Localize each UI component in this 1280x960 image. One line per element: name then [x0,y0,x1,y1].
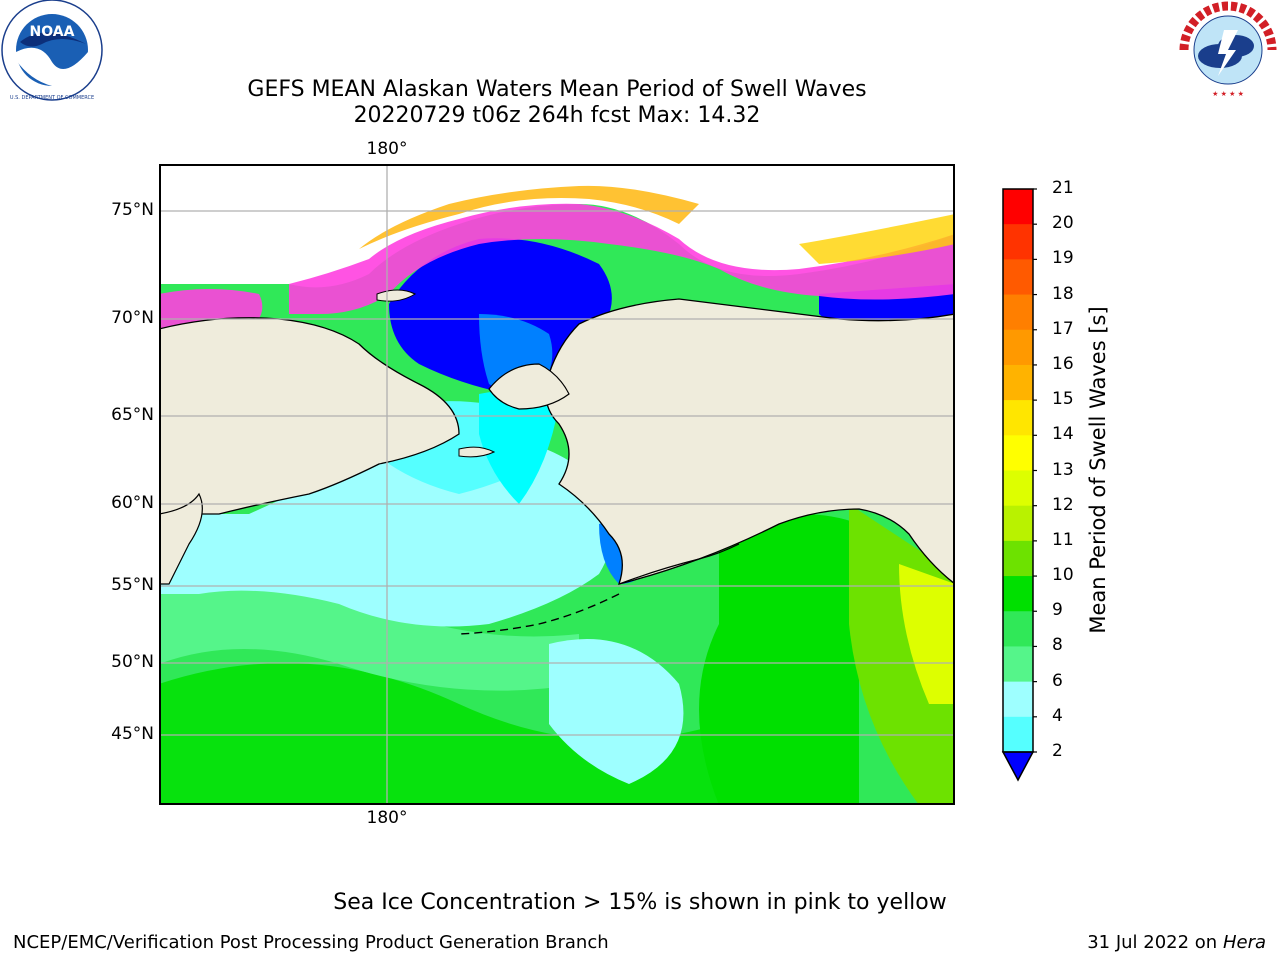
colorbar-tick-label: 17 [1052,318,1074,339]
colorbar-tick-label: 10 [1052,565,1074,586]
colorbar-tick-label: 2 [1052,741,1063,761]
st-lawrence-island [458,446,496,458]
colorbar-segment [1003,716,1033,753]
colorbar-tick-label: 11 [1052,529,1074,550]
nws-logo: ★ ★ ★ ★ [1176,0,1280,104]
pacific-lightgreen-patch [160,587,579,691]
colorbar-segment [1003,576,1033,612]
lat-label-65n: 65°N [111,405,154,425]
colorbar-tick-label: 13 [1052,459,1074,480]
colorbar-segment [1003,364,1033,401]
sea-ice-white [160,165,954,288]
svg-text:U.S. DEPARTMENT OF COMMERCE: U.S. DEPARTMENT OF COMMERCE [10,95,94,101]
noaa-logo: NOAA U.S. DEPARTMENT OF COMMERCE [0,0,104,104]
colorbar-tick-label: 4 [1052,705,1063,726]
colorbar-tick-label: 16 [1052,353,1074,374]
colorbar-segment [1003,400,1033,436]
colorbar-tick-label: 8 [1052,635,1063,656]
gulf-darkgreen [699,514,859,804]
colorbar-segment [1003,646,1033,683]
colorbar-segment [1003,435,1033,471]
colorbar-tick-label: 19 [1052,248,1074,269]
lat-label-60n: 60°N [111,493,154,513]
lat-label-50n: 50°N [111,652,154,672]
norton-sound-cyan [479,390,559,504]
lon-label-bottom: 180° [366,808,408,828]
colorbar-segment [1003,505,1033,542]
credit-date: 31 Jul 2022 on [1087,932,1218,953]
seward-peninsula [488,363,570,410]
sea-ice-note-text: Sea Ice Concentration > 15% is shown in … [333,890,947,915]
colorbar-tick-label: 14 [1052,424,1074,445]
pacific-green-band [160,663,859,804]
colorbar-tick-label: 21 [1052,178,1074,198]
colorbar [1001,188,1037,782]
colorbar-segment [1003,294,1033,331]
colorbar-label: Mean Period of Swell Waves [s] [1086,306,1110,634]
colorbar-segment [1003,681,1033,718]
svg-text:★ ★ ★ ★: ★ ★ ★ ★ [1212,90,1244,98]
colorbar-tick-label: 20 [1052,213,1074,234]
map-frame [159,164,955,805]
map-title: GEFS MEAN Alaskan Waters Mean Period of … [247,77,867,102]
nws-logo-icon: ★ ★ ★ ★ [1179,1,1277,98]
colorbar-segment [1003,259,1033,296]
colorbar-segments [1003,189,1033,753]
credit-left: NCEP/EMC/Verification Post Processing Pr… [13,932,609,953]
colorbar-segment [1003,611,1033,647]
colorbar-segment [1003,329,1033,366]
lat-label-75n: 75°N [111,200,154,220]
colorbar-tick-label: 9 [1052,600,1063,621]
lon-label-top: 180° [366,139,408,159]
colorbar-segment [1003,224,1033,260]
alaska-land [545,298,954,585]
colorbar-tick-marks [1033,188,1037,753]
pacific-cyan-patch [549,639,684,784]
colorbar-tick-label: 18 [1052,283,1074,304]
noaa-logo-icon: NOAA U.S. DEPARTMENT OF COMMERCE [1,0,103,101]
lat-label-70n: 70°N [111,308,154,328]
colorbar-segment [1003,540,1033,577]
map-panel [159,164,955,805]
sea-ice-pink [289,203,954,314]
gulf-yellow [899,564,954,704]
colorbar-tick-label: 6 [1052,670,1063,691]
colorbar-tick-label: 15 [1052,389,1074,410]
lat-label-45n: 45°N [111,724,154,744]
credit-right: 31 Jul 2022 on Hera [1087,932,1266,953]
sea-ice-note: Sea Ice Concentration > 15% is shown in … [0,890,1280,915]
sea-ice-yellow-east [799,214,954,264]
colorbar-tick-label: 12 [1052,494,1074,515]
kamchatka-land [160,492,203,585]
lat-label-55n: 55°N [111,575,154,595]
colorbar-segment [1003,189,1033,225]
graticule [160,165,954,804]
credit-machine: Hera [1222,932,1266,953]
noaa-logo-text: NOAA [30,24,75,40]
colorbar-segment [1003,470,1033,507]
aleutian-chain [458,593,620,635]
map-subtitle: 20220729 t06z 264h fcst Max: 14.32 [353,103,761,128]
alaska-peninsula [618,543,740,585]
colorbar-extend-arrow [1001,751,1035,782]
sea-ice-orange [359,185,699,249]
